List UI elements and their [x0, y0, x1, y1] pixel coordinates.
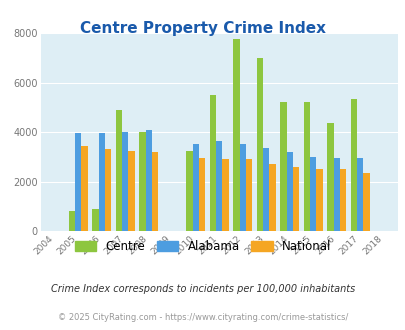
Bar: [303, 102, 309, 231]
Bar: [262, 148, 269, 231]
Bar: [256, 58, 262, 231]
Bar: [326, 123, 333, 231]
Bar: [186, 150, 192, 231]
Bar: [98, 133, 104, 231]
Bar: [122, 132, 128, 231]
Bar: [115, 110, 122, 231]
Bar: [232, 39, 239, 231]
Bar: [333, 158, 339, 231]
Bar: [81, 146, 87, 231]
Bar: [145, 130, 151, 231]
Bar: [245, 159, 252, 231]
Bar: [309, 157, 315, 231]
Bar: [68, 211, 75, 231]
Bar: [92, 209, 98, 231]
Bar: [286, 152, 292, 231]
Bar: [292, 167, 298, 231]
Bar: [269, 164, 275, 231]
Bar: [239, 145, 245, 231]
Bar: [151, 152, 158, 231]
Bar: [350, 99, 356, 231]
Bar: [104, 149, 111, 231]
Bar: [356, 158, 362, 231]
Text: Centre Property Crime Index: Centre Property Crime Index: [80, 21, 325, 36]
Bar: [222, 159, 228, 231]
Legend: Centre, Alabama, National: Centre, Alabama, National: [71, 236, 334, 256]
Text: Crime Index corresponds to incidents per 100,000 inhabitants: Crime Index corresponds to incidents per…: [51, 284, 354, 294]
Bar: [192, 145, 198, 231]
Bar: [209, 95, 215, 231]
Bar: [315, 169, 322, 231]
Bar: [215, 141, 222, 231]
Bar: [279, 102, 286, 231]
Bar: [362, 173, 369, 231]
Bar: [339, 169, 345, 231]
Bar: [75, 133, 81, 231]
Text: © 2025 CityRating.com - https://www.cityrating.com/crime-statistics/: © 2025 CityRating.com - https://www.city…: [58, 313, 347, 322]
Bar: [198, 158, 205, 231]
Bar: [139, 132, 145, 231]
Bar: [128, 150, 134, 231]
